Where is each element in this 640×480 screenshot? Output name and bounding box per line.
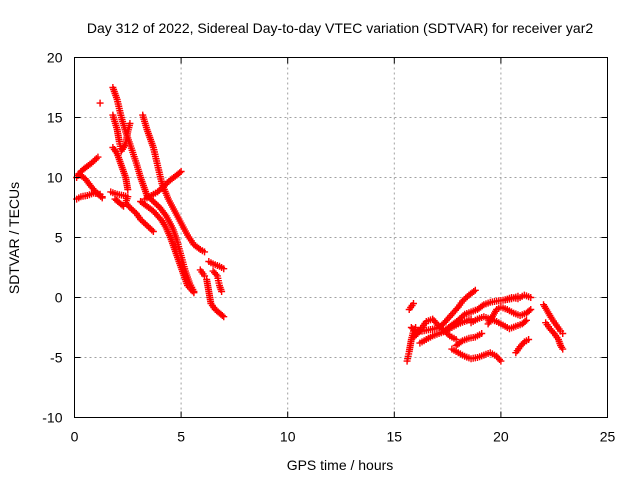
data-point: [559, 330, 567, 337]
data-point: [527, 294, 535, 301]
data-track: [141, 168, 185, 203]
x-axis-label: GPS time / hours: [287, 457, 394, 473]
data-track: [540, 301, 567, 337]
data-point: [549, 328, 557, 336]
y-tick-label: -5: [50, 350, 63, 366]
y-tick-label: -10: [42, 410, 62, 426]
y-tick-label: 15: [47, 110, 63, 126]
data-point: [176, 169, 184, 177]
data-track: [452, 330, 486, 349]
axis-ticks: 0 5 10 15 20 25 -10 -5 0 5 10 15 20: [42, 50, 615, 445]
data-track: [96, 99, 104, 107]
data-point: [218, 288, 226, 295]
x-tick-label: 20: [493, 429, 509, 445]
data-track: [73, 153, 102, 181]
data-point: [220, 265, 228, 273]
data-points: [73, 84, 567, 365]
data-point: [452, 336, 460, 343]
data-track: [441, 292, 522, 334]
x-tick-label: 5: [177, 429, 185, 445]
data-point: [212, 270, 220, 278]
data-track: [109, 84, 198, 295]
data-point: [521, 318, 529, 325]
data-point: [92, 155, 100, 163]
data-point: [478, 330, 486, 337]
data-point: [177, 168, 185, 175]
data-point: [495, 356, 503, 363]
data-track: [448, 345, 505, 365]
data-point: [120, 202, 128, 210]
y-axis-label: SDTVAR / TECUs: [6, 182, 22, 294]
data-point: [527, 306, 535, 313]
x-tick-label: 25: [600, 429, 616, 445]
grid-lines: [74, 57, 608, 418]
data-point: [471, 286, 479, 294]
data-point: [190, 289, 198, 297]
data-point: [453, 305, 461, 313]
data-track: [501, 291, 535, 304]
data-point: [478, 302, 486, 310]
data-point: [522, 316, 530, 324]
data-point: [118, 201, 126, 209]
x-tick-label: 0: [71, 429, 79, 445]
data-track: [203, 276, 228, 321]
y-tick-label: 0: [55, 290, 63, 306]
y-tick-label: 5: [55, 230, 63, 246]
data-track: [403, 324, 420, 365]
data-point: [559, 345, 567, 353]
data-track: [512, 336, 533, 357]
data-point: [470, 288, 478, 295]
data-point: [126, 120, 134, 127]
data-track: [75, 170, 106, 202]
data-point: [519, 340, 527, 347]
x-tick-label: 15: [387, 429, 403, 445]
data-track: [107, 188, 157, 235]
data-point: [459, 312, 467, 320]
data-point: [218, 312, 226, 319]
data-point: [525, 307, 533, 315]
data-point: [94, 153, 102, 161]
data-track: [109, 144, 132, 193]
data-track: [196, 266, 209, 280]
data-point: [97, 192, 105, 200]
data-point: [124, 186, 132, 193]
y-tick-label: 10: [47, 170, 63, 186]
y-tick-label: 20: [47, 50, 63, 66]
data-track: [205, 258, 228, 273]
data-point: [195, 244, 203, 252]
data-track: [209, 267, 226, 295]
data-point: [201, 272, 209, 280]
data-point: [525, 336, 533, 343]
data-track: [542, 319, 567, 353]
data-track: [139, 111, 209, 256]
data-point: [96, 99, 104, 107]
data-point: [410, 326, 418, 334]
data-track: [111, 195, 128, 210]
data-point: [220, 313, 228, 321]
data-point: [409, 300, 417, 307]
data-point: [149, 228, 157, 235]
data-track: [137, 198, 198, 297]
data-point: [148, 226, 156, 234]
data-point: [201, 248, 209, 256]
data-point: [457, 338, 465, 346]
x-tick-label: 10: [280, 429, 296, 445]
data-point: [98, 194, 106, 202]
data-track: [484, 303, 535, 328]
data-point: [497, 357, 505, 365]
data-track: [405, 300, 417, 313]
chart-title: Day 312 of 2022, Sidereal Day-to-day VTE…: [87, 20, 593, 36]
data-track: [109, 111, 134, 155]
